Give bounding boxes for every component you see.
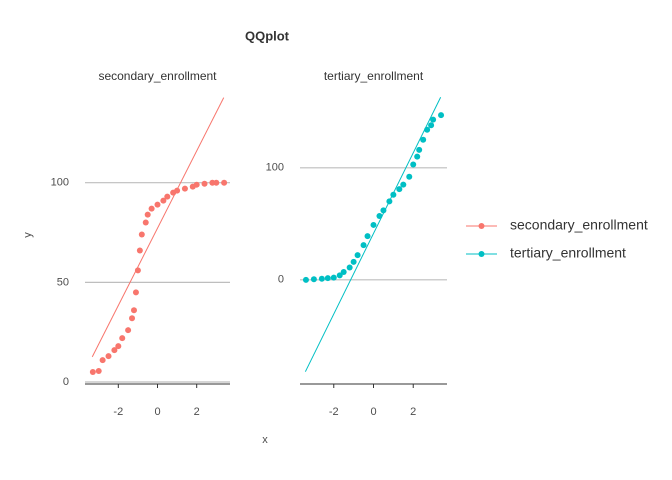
legend-point (478, 251, 485, 257)
point (193, 181, 200, 188)
point (181, 185, 188, 192)
point (396, 186, 403, 193)
point (164, 193, 171, 200)
reference-line (304, 97, 442, 372)
point (346, 264, 353, 271)
x-axis-label: x (262, 434, 268, 446)
point (430, 116, 437, 123)
point (144, 211, 151, 218)
y-tick-label: 50 (57, 276, 69, 288)
y-tick-label: 0 (278, 274, 284, 286)
x-tick-label: 2 (410, 406, 416, 418)
x-tick-label: -2 (329, 406, 339, 418)
point (213, 179, 220, 186)
point (354, 252, 361, 259)
point (142, 219, 149, 226)
legend-label: secondary_enrollment (510, 217, 648, 233)
facet-title: secondary_enrollment (98, 69, 217, 83)
y-tick-label: 100 (266, 162, 284, 174)
point (390, 191, 397, 198)
point (340, 268, 347, 275)
point (129, 315, 136, 322)
point (136, 247, 143, 254)
point (420, 136, 427, 143)
y-axis-label: y (22, 232, 34, 238)
facet-title: tertiary_enrollment (324, 69, 424, 83)
point (438, 112, 445, 119)
point (111, 347, 118, 354)
x-tick-label: 0 (154, 406, 160, 418)
reference-line (91, 97, 225, 358)
point (376, 212, 383, 219)
point (310, 276, 317, 283)
point (336, 272, 343, 279)
point (386, 198, 393, 205)
point (134, 267, 141, 274)
point (138, 231, 145, 238)
chart-title: QQplot (245, 28, 290, 43)
point (148, 205, 155, 212)
y-tick-label: 100 (51, 177, 69, 189)
point (428, 122, 435, 129)
x-tick-label: 0 (370, 406, 376, 418)
point (115, 343, 122, 350)
point (380, 207, 387, 214)
point (318, 275, 325, 282)
point (160, 197, 167, 204)
point (99, 357, 106, 364)
point (89, 369, 96, 376)
point (130, 307, 137, 314)
point (416, 146, 423, 153)
point (324, 275, 331, 282)
point (350, 258, 357, 265)
point (424, 126, 431, 133)
point (302, 276, 309, 283)
point (414, 153, 421, 160)
point (370, 221, 377, 228)
point (360, 242, 367, 249)
point (125, 327, 132, 334)
point (154, 201, 161, 208)
legend-point (478, 223, 485, 229)
point (221, 179, 228, 186)
point (406, 173, 413, 180)
point (95, 368, 102, 375)
point (364, 233, 371, 240)
point (105, 353, 112, 360)
y-tick-label: 0 (63, 376, 69, 388)
point (132, 289, 139, 296)
point (400, 181, 407, 188)
x-tick-label: -2 (113, 406, 123, 418)
point (119, 335, 126, 342)
legend-label: tertiary_enrollment (510, 245, 626, 261)
x-tick-label: 2 (194, 406, 200, 418)
point (330, 274, 337, 281)
point (410, 161, 417, 168)
point (201, 180, 208, 187)
point (174, 187, 181, 194)
